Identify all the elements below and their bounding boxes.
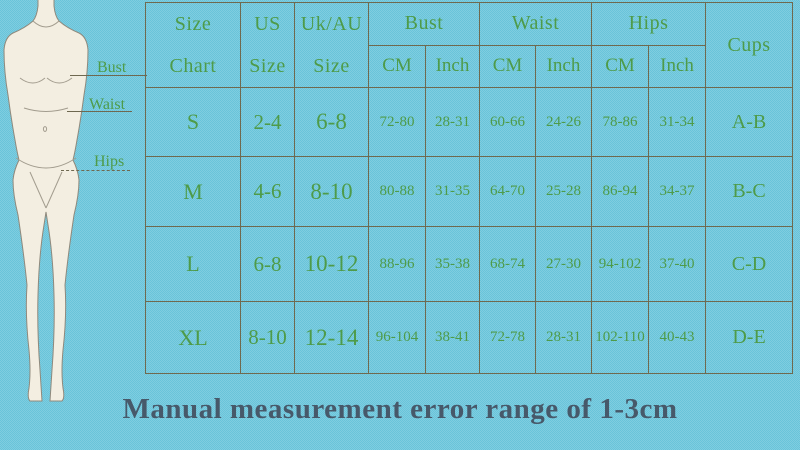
- cell-us-size: 8-10: [240, 301, 295, 374]
- cell-hips-cm: 86-94: [591, 156, 649, 227]
- header-cups: Cups: [705, 2, 794, 88]
- cell-bust-cm: 88-96: [368, 226, 426, 302]
- header-waist-cm: CM: [479, 44, 536, 88]
- header-bust-inch: Inch: [425, 44, 480, 88]
- cell-size: S: [145, 87, 241, 157]
- cell-cups: A-B: [705, 87, 794, 157]
- cell-waist-cm: 60-66: [479, 87, 536, 157]
- cell-waist-cm: 72-78: [479, 301, 536, 374]
- cell-waist-inch: 25-28: [535, 156, 592, 227]
- header-us-size: US Size: [240, 2, 295, 88]
- cell-bust-cm: 72-80: [368, 87, 426, 157]
- waist-line: [67, 111, 132, 112]
- cell-bust-inch: 31-35: [425, 156, 480, 227]
- hips-label: Hips: [94, 153, 125, 170]
- cell-cups: B-C: [705, 156, 794, 227]
- bust-line: [70, 75, 147, 76]
- waist-label: Waist: [89, 96, 126, 113]
- bust-label: Bust: [97, 59, 127, 76]
- body-silhouette: [3, 0, 89, 402]
- cell-cups: D-E: [705, 301, 794, 374]
- measurement-error-caption: Manual measurement error range of 1-3cm: [122, 393, 678, 425]
- table-row-m: M 4-6 8-10 80-88 31-35 64-70 25-28 86-94…: [145, 156, 794, 227]
- header-row-groups: Size Chart US Size Uk/AU Size Bust Waist…: [145, 2, 794, 88]
- cell-hips-inch: 31-34: [647, 87, 707, 157]
- cell-size: M: [145, 156, 241, 227]
- header-bust: Bust: [368, 2, 480, 46]
- hips-line: [61, 170, 130, 171]
- cell-bust-inch: 35-38: [425, 226, 480, 302]
- cell-hips-inch: 40-43: [647, 301, 707, 374]
- table-row-l: L 6-8 10-12 88-96 35-38 68-74 27-30 94-1…: [145, 226, 794, 302]
- cell-waist-cm: 68-74: [479, 226, 536, 302]
- header-hips-cm: CM: [591, 44, 649, 88]
- cell-hips-cm: 102-110: [591, 301, 649, 374]
- cell-hips-cm: 78-86: [591, 87, 649, 157]
- cell-us-size: 4-6: [240, 156, 295, 227]
- cell-size: XL: [145, 301, 241, 374]
- cell-waist-cm: 64-70: [479, 156, 536, 227]
- cell-ukau-size: 6-8: [294, 87, 369, 157]
- cell-hips-inch: 34-37: [647, 156, 707, 227]
- cell-us-size: 6-8: [240, 226, 295, 302]
- cell-hips-cm: 94-102: [591, 226, 649, 302]
- table-row-xl: XL 8-10 12-14 96-104 38-41 72-78 28-31 1…: [145, 301, 794, 374]
- header-size-chart: Size Chart: [145, 2, 241, 88]
- header-hips: Hips: [590, 2, 707, 46]
- female-body-figure: [3, 0, 89, 402]
- cell-cups: C-D: [705, 226, 794, 302]
- header-ukau-size: Uk/AU Size: [294, 2, 369, 88]
- cell-waist-inch: 28-31: [535, 301, 592, 374]
- cell-waist-inch: 27-30: [535, 226, 592, 302]
- cell-waist-inch: 24-26: [535, 87, 592, 157]
- cell-hips-inch: 37-40: [647, 226, 707, 302]
- cell-size: L: [145, 226, 241, 302]
- header-bust-cm: CM: [368, 44, 426, 88]
- size-chart-table: Size Chart US Size Uk/AU Size Bust Waist…: [145, 2, 794, 374]
- header-waist-inch: Inch: [535, 44, 592, 88]
- table-row-s: S 2-4 6-8 72-80 28-31 60-66 24-26 78-86 …: [145, 87, 794, 157]
- header-hips-inch: Inch: [647, 44, 707, 88]
- cell-us-size: 2-4: [240, 87, 295, 157]
- cell-bust-inch: 28-31: [425, 87, 480, 157]
- cell-bust-cm: 80-88: [368, 156, 426, 227]
- cell-ukau-size: 12-14: [294, 301, 369, 374]
- cell-ukau-size: 8-10: [294, 156, 369, 227]
- cell-ukau-size: 10-12: [294, 226, 369, 302]
- header-waist: Waist: [479, 2, 592, 46]
- cell-bust-inch: 38-41: [425, 301, 480, 374]
- cell-bust-cm: 96-104: [368, 301, 426, 374]
- body-detail-lines: [15, 20, 77, 209]
